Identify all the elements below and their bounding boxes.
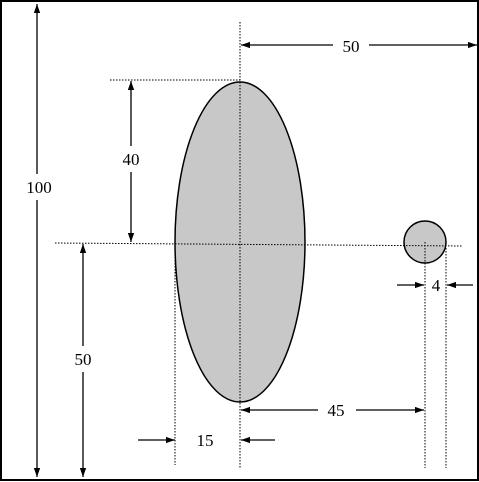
dimension-label-ellipse-half-width: 15 [197, 431, 214, 450]
dimension-label-circle-diameter: 4 [432, 276, 441, 295]
label-gap-center-to-right-edge [333, 34, 369, 58]
label-gap-center-height-from-bottom [68, 346, 100, 372]
dimension-label-center-height-from-bottom: 50 [75, 350, 92, 369]
label-gap-total-height [22, 174, 56, 200]
horizontal-centerline [54, 242, 463, 247]
dimension-label-center-to-circle: 45 [328, 401, 345, 420]
dimension-label-ellipse-half-height: 40 [123, 150, 140, 169]
dimension-label-center-to-right-edge: 50 [343, 37, 360, 56]
label-gap-center-to-circle [318, 398, 356, 422]
label-gap-ellipse-half-height [114, 146, 148, 172]
dimension-label-total-height: 100 [26, 178, 52, 197]
